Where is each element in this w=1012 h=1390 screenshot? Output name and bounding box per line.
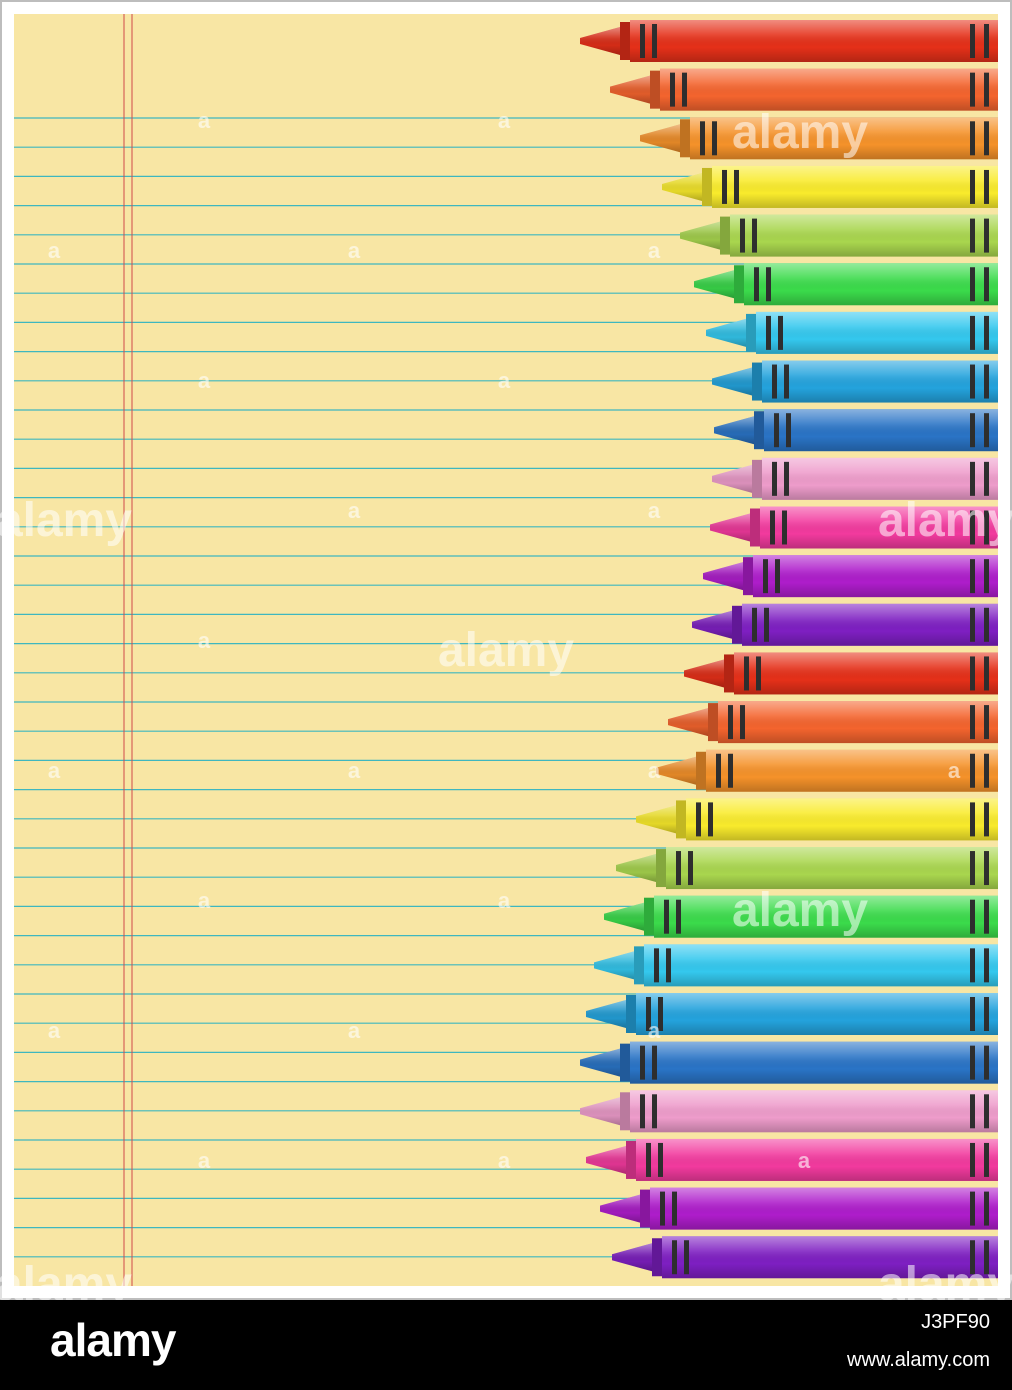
watermark-mark: a <box>348 1018 361 1043</box>
watermark-mark: a <box>198 628 211 653</box>
crayon <box>703 555 998 598</box>
crayon <box>586 993 998 1035</box>
footer-logo: alamy <box>50 1314 176 1366</box>
watermark-logo: alamy <box>438 624 574 677</box>
crayon <box>580 1041 998 1084</box>
watermark-mark: a <box>648 1018 661 1043</box>
crayon <box>640 117 998 160</box>
watermark-mark: a <box>798 1148 811 1173</box>
watermark-mark: a <box>198 1148 211 1173</box>
watermark-mark: a <box>948 758 961 783</box>
crayon <box>712 360 998 403</box>
crayon <box>706 311 998 354</box>
watermark-logo: alamy <box>0 494 132 547</box>
crayon <box>680 214 998 257</box>
crayon <box>694 263 998 306</box>
crayon <box>600 1187 998 1230</box>
watermark-mark: a <box>648 758 661 783</box>
watermark-logo: alamy <box>878 1258 1012 1300</box>
crayon <box>662 165 998 208</box>
crayon <box>636 798 998 841</box>
crayon <box>710 506 998 549</box>
crayon <box>712 457 998 500</box>
crayon <box>656 749 998 792</box>
watermark-mark: a <box>498 888 511 913</box>
crayon <box>586 1138 998 1181</box>
watermark-mark: a <box>198 108 211 133</box>
watermark-mark: a <box>348 238 361 263</box>
watermark-mark: a <box>498 1148 511 1173</box>
red-margin-lines <box>123 14 133 1286</box>
watermark-mark: a <box>48 238 61 263</box>
watermark-layer: a a a a a a a a a a a a a a a a a a a a a a alamy alamy alamy ala… <box>0 106 1012 1300</box>
watermark-mark: a <box>48 1018 61 1043</box>
watermark-mark: a <box>348 758 361 783</box>
crayon <box>610 68 998 111</box>
crayon <box>684 652 998 695</box>
watermark-mark: a <box>198 888 211 913</box>
watermark-mark: a <box>498 368 511 393</box>
footer-bar: alamy J3PF90 www.alamy.com <box>0 1300 1012 1390</box>
watermark-mark: a <box>498 108 511 133</box>
watermark-mark: a <box>648 498 661 523</box>
crayon <box>692 603 998 646</box>
watermark-mark: a <box>348 498 361 523</box>
watermark-mark: a <box>648 238 661 263</box>
watermark-mark: a <box>48 758 61 783</box>
crayon-stack <box>580 20 998 1279</box>
crayon <box>580 20 998 62</box>
site-url: www.alamy.com <box>847 1349 990 1371</box>
crayon <box>714 409 998 452</box>
crayon <box>594 944 998 987</box>
watermark-logo: alamy <box>732 884 868 937</box>
crayon <box>612 1236 998 1279</box>
watermark-logo: alamy <box>878 494 1012 547</box>
watermark-mark: a <box>198 368 211 393</box>
crayon <box>580 1090 998 1133</box>
watermark-logo: alamy <box>0 1258 132 1300</box>
watermark-logo: alamy <box>732 106 868 159</box>
crayon <box>616 847 998 890</box>
crayon <box>604 895 998 938</box>
crayon <box>668 701 998 744</box>
image-id: J3PF90 <box>921 1311 990 1333</box>
crayons-on-legal-pad-illustration: a a a a a a a a a a a a a a a a a a a a a a alamy alamy alamy ala… <box>0 0 1012 1300</box>
